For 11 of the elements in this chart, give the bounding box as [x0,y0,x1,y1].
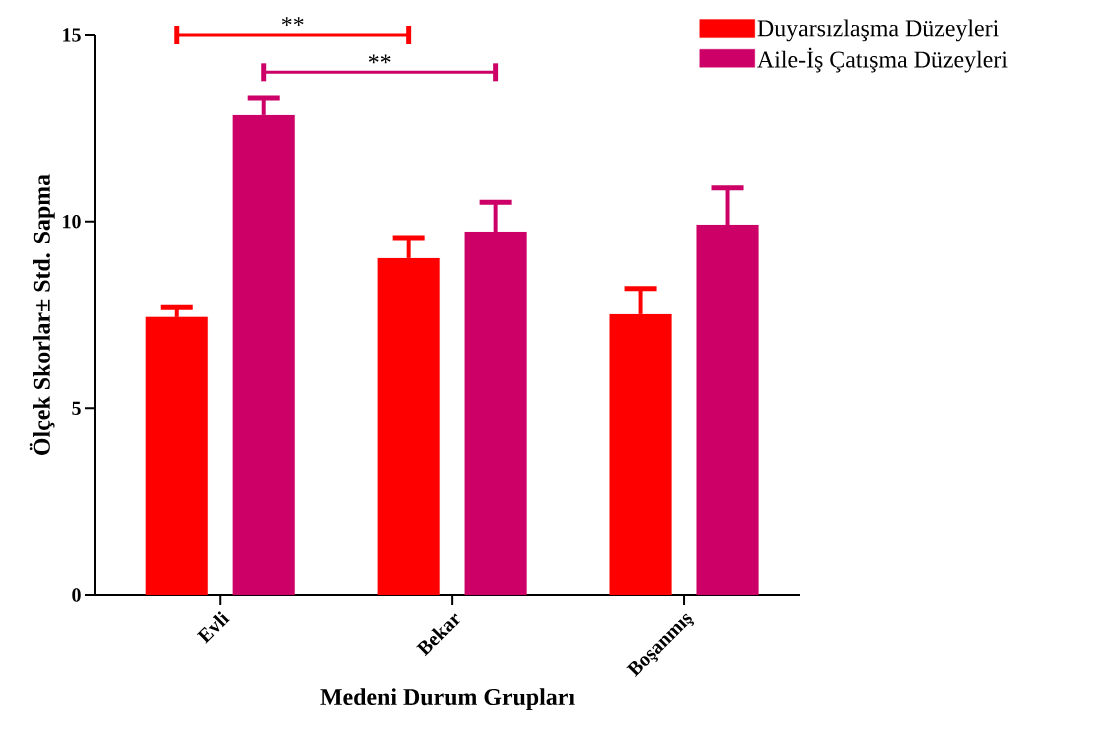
text: ** [281,17,304,26]
x-tick-label: Evli [196,611,230,644]
legend-label: Duyarsızlaşma Düzeyleri [757,19,999,42]
y-tick-label: 10 [63,214,81,229]
y-tick-label: 0 [72,588,81,602]
legend-label: Aile-İş Çatışma Düzeyleri [757,47,1008,73]
y-tick-label: 15 [63,28,81,42]
x-axis-title: Medeni Durum Grupları [320,688,575,710]
y-axis-title: Ölçek Skorlar± Std. Sapma [29,174,55,455]
y-tick-label: 5 [72,401,81,415]
annotation: ** [368,54,391,64]
